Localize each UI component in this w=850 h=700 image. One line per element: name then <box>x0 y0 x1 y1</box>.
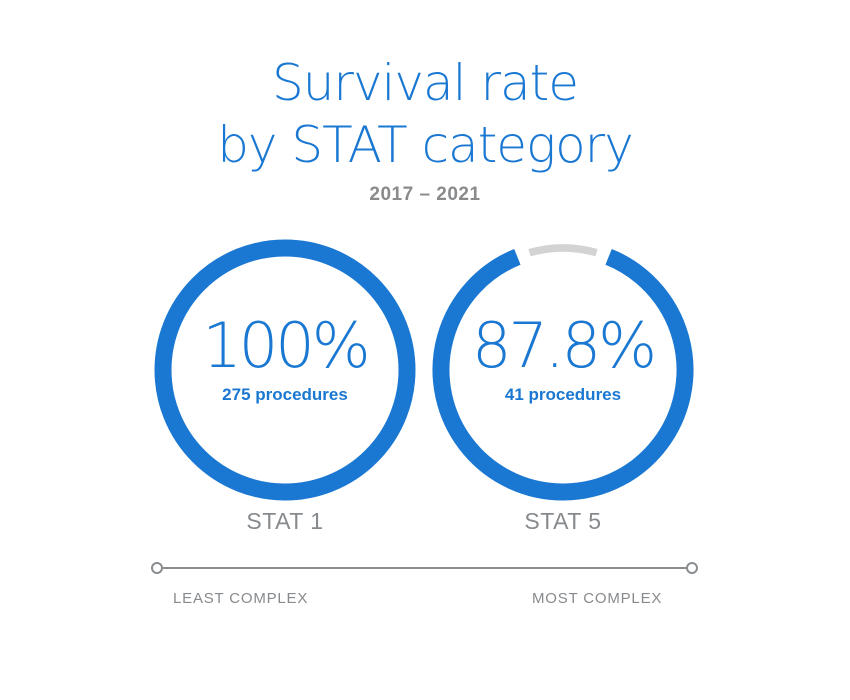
axis-left-endpoint <box>151 562 163 574</box>
chart-title-line-1: Survival rate <box>271 54 579 112</box>
chart-subtitle: 2017 – 2021 <box>369 184 481 205</box>
stat-1-label: STAT 1 <box>246 508 324 534</box>
donut-stat-5 <box>432 244 694 501</box>
axis-right-label: MOST COMPLEX <box>532 590 663 607</box>
complexity-axis <box>151 562 698 574</box>
donut-value-arc <box>432 248 694 501</box>
stat-5-label: STAT 5 <box>524 508 602 534</box>
stat-5-procedures: 41 procedures <box>504 385 622 404</box>
donut-stat-1 <box>154 239 416 501</box>
donut-remainder-arc <box>528 244 598 257</box>
axis-right-endpoint <box>686 562 698 574</box>
chart-title-line-2: by STAT category <box>217 116 634 174</box>
stat-1-procedures: 275 procedures <box>222 385 348 404</box>
axis-left-label: LEAST COMPLEX <box>173 590 309 607</box>
donut-value-arc <box>154 239 416 501</box>
stat-5-value: 87.8% <box>472 309 657 382</box>
stat-1-value: 100% <box>202 309 370 382</box>
